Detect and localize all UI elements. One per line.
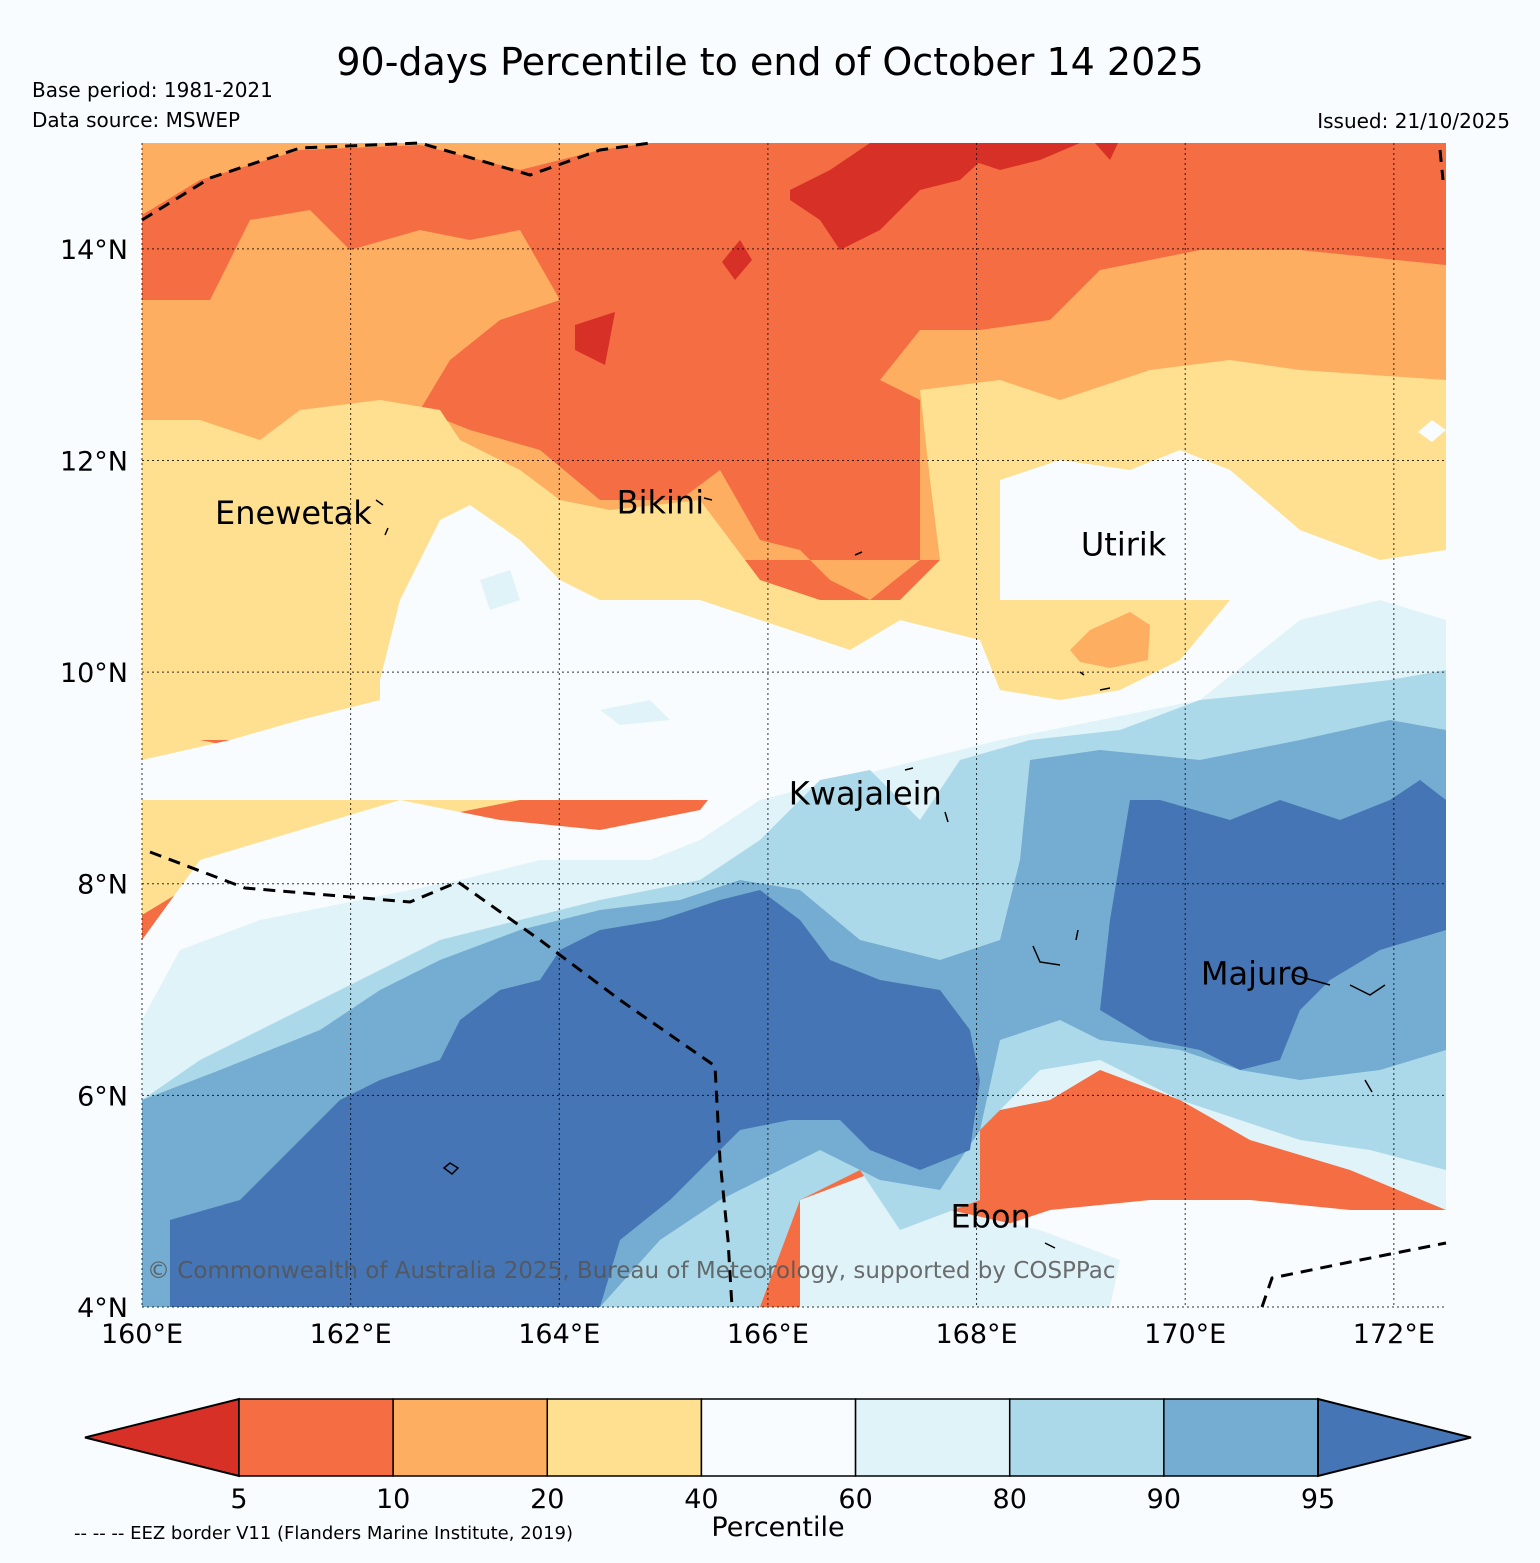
lon-tick-label: 164°E	[518, 1319, 600, 1350]
colorbar-segment	[854, 1398, 1011, 1477]
colorbar-tick-label: 10	[376, 1484, 410, 1515]
lat-tick-label: 6°N	[77, 1081, 128, 1112]
lon-tick-label: 172°E	[1353, 1319, 1435, 1350]
band-40-60	[1418, 420, 1446, 442]
band-40-60	[1000, 450, 1446, 600]
colorbar-segment	[392, 1398, 549, 1477]
map-fields	[142, 143, 1446, 1307]
band-below-5	[790, 143, 1000, 250]
colorbar-segment	[1008, 1398, 1165, 1477]
base-period: Base period: 1981-2021	[32, 78, 273, 102]
colorbar-segment	[700, 1398, 857, 1477]
lat-tick-label: 12°N	[60, 446, 128, 477]
lon-tick-label: 160°E	[101, 1319, 183, 1350]
place-label: Majuro	[1201, 954, 1309, 992]
lon-tick-label: 162°E	[310, 1319, 392, 1350]
lat-tick-label: 8°N	[77, 870, 128, 901]
island-marks	[375, 497, 1386, 1249]
place-label: Kwajalein	[789, 774, 942, 812]
band-60-80	[600, 700, 670, 725]
lon-tick-labels: 160°E 162°E 164°E 166°E 168°E 170°E 172°E	[101, 1319, 1435, 1350]
band-below-5	[722, 240, 752, 280]
lat-tick-label: 4°N	[77, 1293, 128, 1324]
colorbar-extend-high	[1317, 1397, 1472, 1478]
colorbar-segment	[238, 1398, 394, 1477]
band-above-95	[170, 890, 980, 1307]
band-below-5	[575, 312, 615, 365]
colorbar-tick-label: 80	[993, 1484, 1027, 1515]
colorbar-tick-label: 40	[684, 1484, 718, 1515]
place-label: Bikini	[617, 483, 704, 521]
colorbar-segment	[1163, 1398, 1319, 1477]
colorbar-title: Percentile	[711, 1512, 845, 1543]
colorbar-tick-label: 20	[530, 1484, 564, 1515]
lon-tick-label: 170°E	[1144, 1319, 1226, 1350]
place-label: Utirik	[1081, 526, 1167, 564]
colorbar-segment	[546, 1398, 703, 1477]
issued-date: Issued: 21/10/2025	[1317, 109, 1510, 133]
eez-border-note: -- -- -- EEZ border V11 (Flanders Marine…	[74, 1523, 574, 1544]
colorbar-tick-label: 5	[230, 1484, 247, 1515]
band-10-20	[1070, 612, 1150, 668]
band-below-5	[970, 143, 1080, 170]
data-source: Data source: MSWEP	[32, 108, 241, 132]
colorbar-extend-low	[84, 1397, 240, 1478]
colorbar-tick-label: 90	[1147, 1484, 1181, 1515]
lat-tick-label: 14°N	[60, 235, 128, 266]
map-gridlines	[141, 143, 1446, 1308]
band-above-95	[1100, 780, 1446, 1070]
band-40-60	[1018, 545, 1052, 585]
band-below-5	[1095, 143, 1118, 160]
lon-tick-label: 166°E	[727, 1319, 809, 1350]
band-60-80	[480, 570, 520, 610]
lat-tick-label: 10°N	[60, 658, 128, 689]
place-labels: Enewetak Bikini Utirik Kwajalein Majuro Ebon	[215, 483, 1309, 1235]
colorbar-tick-label: 60	[838, 1484, 872, 1515]
lat-tick-labels: 14°N 12°N 10°N 8°N 6°N 4°N	[60, 235, 128, 1324]
chart-title: 90-days Percentile to end of October 14 …	[336, 40, 1204, 84]
place-label: Ebon	[950, 1198, 1030, 1236]
copyright-credit: © Commonwealth of Australia 2025, Bureau…	[147, 1258, 1116, 1284]
lon-tick-label: 168°E	[936, 1319, 1018, 1350]
place-label: Enewetak	[215, 494, 372, 532]
colorbar-tick-label: 95	[1301, 1484, 1335, 1515]
band-10-20	[142, 143, 650, 215]
band-60-80	[800, 1170, 1120, 1307]
eez-border-lines	[141, 141, 1447, 1308]
